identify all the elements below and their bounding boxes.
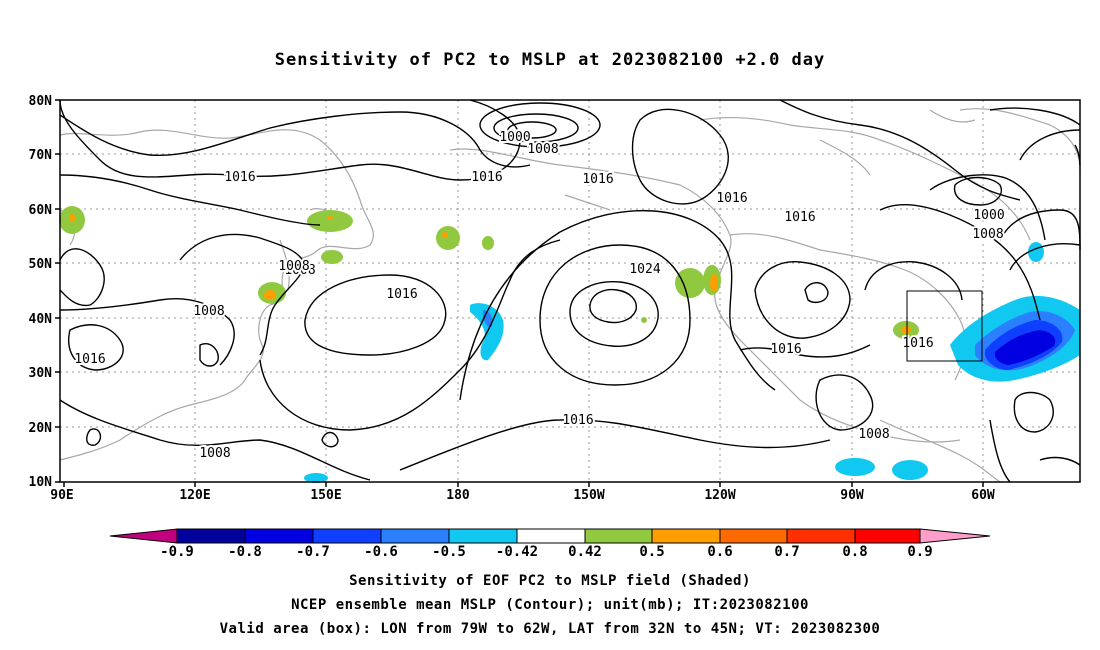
latitude-labels: 80N 70N 60N 50N 40N 30N 20N 10N	[29, 94, 53, 490]
lat-label: 10N	[29, 475, 53, 490]
lon-label: 90E	[50, 488, 73, 503]
longitude-labels: 90E 120E 150E 180 150W 120W 90W 60W	[50, 488, 995, 503]
lat-label: 80N	[29, 94, 53, 109]
lon-label: 150W	[573, 488, 604, 503]
colorbar-box	[786, 528, 856, 544]
colorbar-tick-label: 0.6	[707, 544, 732, 560]
colorbar-tick-label: 0.8	[842, 544, 867, 560]
lat-label: 60N	[29, 203, 53, 218]
caption-line-3: Valid area (box): LON from 79W to 62W, L…	[219, 621, 881, 637]
mslp-contours	[59, 99, 1081, 483]
colorbar-tick-label: -0.5	[432, 544, 466, 560]
colorbar-tick-label: -0.8	[228, 544, 262, 560]
colorbar-tick-label: 0.7	[774, 544, 799, 560]
contour-label: 1016	[784, 210, 815, 225]
contour-label: 1016	[471, 170, 502, 185]
colorbar-tick-label: 0.9	[907, 544, 932, 560]
tick-marks	[55, 99, 984, 487]
lon-label: 90W	[840, 488, 864, 503]
valid-area-box	[906, 290, 983, 362]
contour-label: 1008	[278, 259, 309, 274]
plot-title: Sensitivity of PC2 to MSLP at 2023082100…	[274, 50, 826, 70]
colorbar-tick-label: -0.6	[364, 544, 398, 560]
colorbar-arrow-right	[919, 528, 991, 544]
colorbar-box	[312, 528, 382, 544]
map-frame	[59, 99, 1081, 483]
colorbar-tick-label: 0.5	[639, 544, 664, 560]
lon-label: 60W	[971, 488, 995, 503]
colorbar-box	[516, 528, 586, 544]
colorbar-box	[244, 528, 314, 544]
lat-label: 20N	[29, 421, 53, 436]
colorbar-box	[380, 528, 450, 544]
colorbar-tick-label: -0.7	[296, 544, 330, 560]
lat-label: 30N	[29, 366, 53, 381]
contour-label: 1016	[716, 191, 747, 206]
contour-label: 1016	[74, 352, 105, 367]
lon-label: 120W	[704, 488, 735, 503]
caption-line-2: NCEP ensemble mean MSLP (Contour); unit(…	[291, 597, 809, 613]
contour-label: 1000	[973, 208, 1004, 223]
contour-label: 1016	[582, 172, 613, 187]
colorbar-arrow-left	[109, 528, 178, 544]
colorbar-box	[719, 528, 788, 544]
contour-label: 1016	[386, 287, 417, 302]
contour-label: 1008	[858, 427, 889, 442]
contour-label: 1008	[284, 263, 315, 278]
colorbar-labels: -0.9 -0.8 -0.7 -0.6 -0.5 -0.42 0.42 0.5 …	[160, 544, 933, 560]
contour-label: 1008	[193, 304, 224, 319]
contour-label: 1000	[499, 130, 530, 145]
colorbar-tick-label: -0.42	[496, 544, 538, 560]
contour-label: 1016	[224, 170, 255, 185]
contour-label: 1024	[629, 262, 660, 277]
lat-label: 50N	[29, 257, 53, 272]
colorbar-tick-label: -0.9	[160, 544, 194, 560]
contour-labels: 1016 1008 1000 1008 1016 1016 1016 1016 …	[72, 128, 1006, 463]
caption-line-1: Sensitivity of EOF PC2 to MSLP field (Sh…	[349, 573, 751, 589]
contour-label: 1008	[972, 227, 1003, 242]
lat-label: 70N	[29, 148, 53, 163]
contour-label: 1016	[770, 342, 801, 357]
colorbar-box	[176, 528, 246, 544]
colorbar-box	[584, 528, 653, 544]
contour-label: 1008	[527, 142, 558, 157]
lon-label: 150E	[310, 488, 341, 503]
lon-label: 180	[446, 488, 470, 503]
contour-label: 1016	[562, 413, 593, 428]
lat-label: 40N	[29, 312, 53, 327]
contour-label: 1008	[199, 446, 230, 461]
colorbar-boxes	[109, 528, 991, 544]
colorbar-tick-label: 0.42	[568, 544, 602, 560]
lon-label: 120E	[179, 488, 210, 503]
contour-label: 1016	[902, 336, 933, 351]
colorbar-box	[854, 528, 921, 544]
colorbar-box	[448, 528, 518, 544]
colorbar-box	[651, 528, 721, 544]
